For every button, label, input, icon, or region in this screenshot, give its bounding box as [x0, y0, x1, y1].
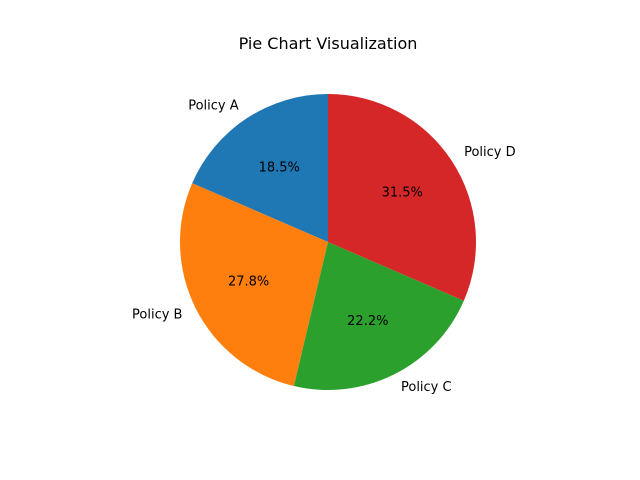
slice-label-policy-a: Policy A — [188, 98, 239, 113]
pie-slices — [179, 94, 476, 390]
chart-title: Pie Chart Visualization — [239, 34, 418, 53]
pie-slice-policy-c — [293, 242, 464, 390]
slice-label-policy-b: Policy B — [132, 307, 182, 322]
pie-slice-policy-a — [192, 94, 328, 242]
percentage-label-policy-b: 27.8% — [228, 274, 269, 289]
percentage-label-policy-c: 22.2% — [347, 314, 388, 329]
pie-slice-policy-b — [179, 183, 328, 387]
pie-labels: Policy A 18.5% Policy B 27.8% Policy C 22.2% P… — [132, 98, 516, 395]
percentage-label-policy-d: 31.5% — [382, 186, 423, 201]
slice-label-policy-c: Policy C — [401, 380, 452, 395]
pie-slice-policy-d — [328, 94, 476, 301]
percentage-label-policy-a: 18.5% — [259, 160, 300, 175]
slice-label-policy-d: Policy D — [464, 145, 516, 160]
